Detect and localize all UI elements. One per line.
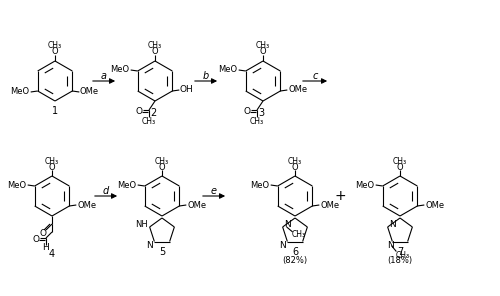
Text: N: N	[284, 221, 291, 229]
Text: OMe: OMe	[78, 200, 97, 210]
Text: CH₃: CH₃	[155, 157, 169, 165]
Text: e: e	[211, 186, 217, 196]
Text: O: O	[158, 163, 166, 171]
Text: OMe: OMe	[188, 200, 207, 210]
Text: O: O	[48, 163, 56, 171]
Text: O: O	[32, 234, 40, 244]
Text: O: O	[152, 47, 158, 57]
Text: a: a	[101, 71, 107, 81]
Text: 2: 2	[150, 108, 156, 118]
Text: O: O	[52, 47, 59, 57]
Text: NH: NH	[136, 221, 148, 229]
Text: 1: 1	[52, 106, 58, 116]
Text: OMe: OMe	[289, 86, 308, 94]
Text: CH₃: CH₃	[393, 157, 407, 165]
Text: H: H	[42, 244, 50, 252]
Text: 7: 7	[397, 247, 403, 257]
Text: OMe: OMe	[321, 200, 340, 210]
Text: 3: 3	[258, 108, 264, 118]
Text: MeO: MeO	[250, 181, 269, 189]
Text: O: O	[260, 47, 266, 57]
Text: 6: 6	[292, 247, 298, 257]
Text: CH₃: CH₃	[142, 117, 156, 126]
Text: CH₃: CH₃	[396, 251, 409, 260]
Text: O: O	[292, 163, 298, 171]
Text: O: O	[396, 163, 404, 171]
Text: CH₃: CH₃	[48, 41, 62, 51]
Text: MeO: MeO	[7, 181, 26, 189]
Text: MeO: MeO	[218, 65, 237, 75]
Text: CH₃: CH₃	[292, 231, 306, 239]
Text: (82%): (82%)	[282, 255, 308, 265]
Text: 5: 5	[159, 247, 165, 257]
Text: OMe: OMe	[426, 200, 445, 210]
Text: MeO: MeO	[110, 65, 129, 75]
Text: OH: OH	[180, 86, 193, 94]
Text: N: N	[387, 241, 394, 250]
Text: 4: 4	[49, 249, 55, 259]
Text: N: N	[390, 221, 396, 229]
Text: N: N	[279, 241, 285, 250]
Text: O: O	[136, 107, 142, 115]
Text: CH₃: CH₃	[148, 41, 162, 51]
Text: CH₃: CH₃	[45, 157, 59, 165]
Text: CH₃: CH₃	[288, 157, 302, 165]
Text: d: d	[103, 186, 109, 196]
Text: O: O	[244, 107, 250, 115]
Text: MeO: MeO	[117, 181, 136, 189]
Text: c: c	[312, 71, 318, 81]
Text: CH₃: CH₃	[256, 41, 270, 51]
Text: O: O	[40, 229, 46, 237]
Text: OMe: OMe	[80, 88, 99, 96]
Text: N: N	[146, 241, 152, 250]
Text: CH₃: CH₃	[250, 117, 264, 126]
Text: +: +	[334, 189, 346, 203]
Text: b: b	[203, 71, 209, 81]
Text: MeO: MeO	[10, 88, 29, 96]
Text: MeO: MeO	[355, 181, 374, 189]
Text: (18%): (18%)	[388, 255, 412, 265]
